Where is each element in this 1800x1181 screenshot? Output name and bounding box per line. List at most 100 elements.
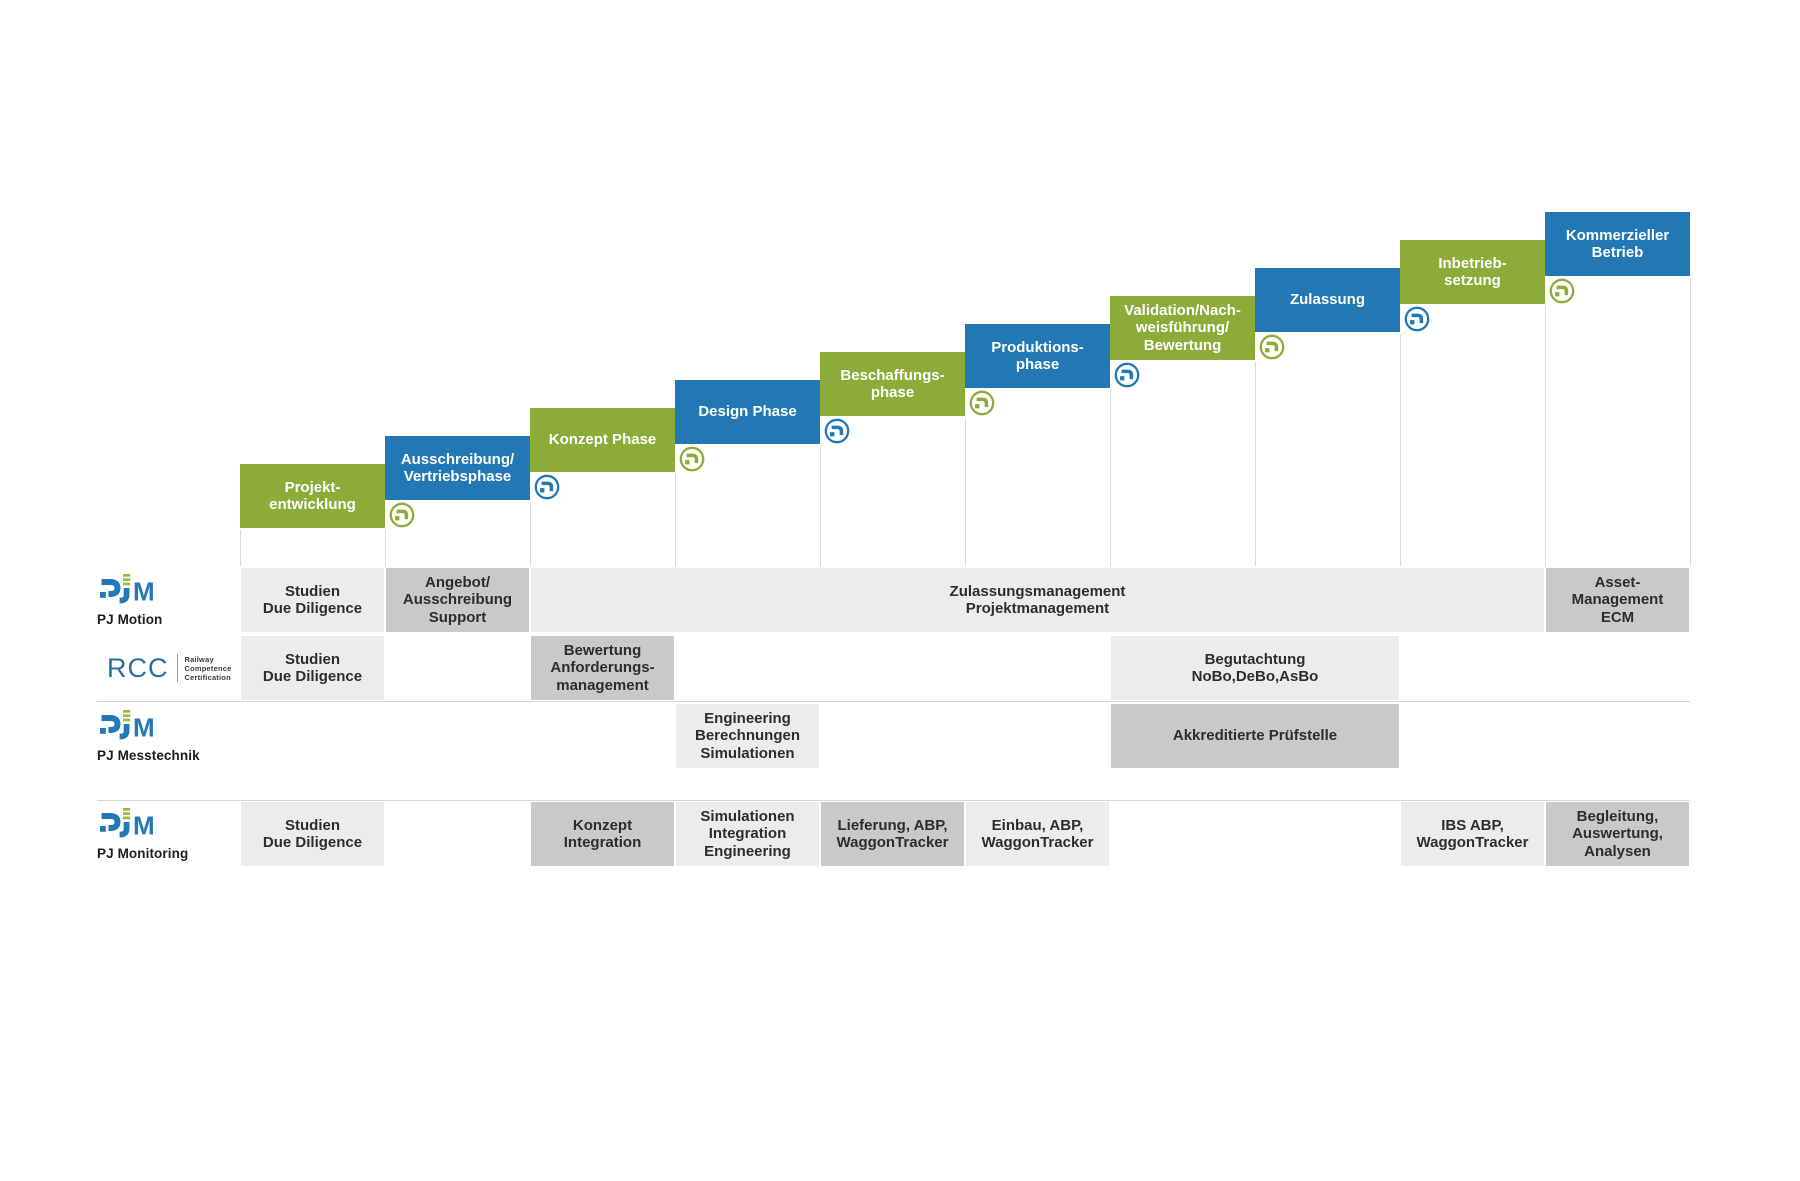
column-guide-line [965, 418, 966, 566]
pjm-mark-icon [679, 446, 705, 472]
pjm-mark-icon [534, 474, 560, 500]
activity-cell-line: Einbau, ABP, [991, 816, 1084, 834]
activity-cell-line: Studien [285, 582, 340, 600]
activity-cell: Studien Due Diligence [241, 802, 384, 866]
activity-cell: Lieferung, ABP, WaggonTracker [821, 802, 964, 866]
svg-text:M: M [133, 811, 155, 840]
activity-cell: Bewertung Anforderungs-management [531, 636, 674, 700]
activity-cell-line: Integration [708, 825, 787, 843]
phase-block-9: Inbetrieb-setzung [1400, 240, 1545, 304]
activity-cell-line: Bewertung [563, 641, 642, 659]
activity-cell: Angebot/Ausschreibung Support [386, 568, 529, 632]
activity-cell-line: Integration [563, 834, 642, 851]
column-guide-line [1690, 278, 1691, 566]
phase-block-10: Kommerzieller Betrieb [1545, 212, 1690, 276]
phase-label-line: Kommerzieller [1565, 226, 1670, 244]
rcc-tagline-line: Competence [184, 663, 232, 673]
activity-cell-line: Due Diligence [262, 834, 363, 851]
rcc-tagline-line: Railway [184, 654, 214, 664]
pjm-logo: M [97, 709, 163, 746]
phase-label-line: Betrieb [1591, 244, 1644, 261]
activity-cell: Asset- Management ECM [1546, 568, 1689, 632]
activity-cell-line: Management [1571, 591, 1664, 609]
column-guide-line [1545, 306, 1546, 566]
rcc-logo: RCC Railway Competence Certification [107, 654, 232, 682]
activity-cell-line: Engineering [704, 842, 791, 860]
phase-label-line: Ausschreibung/ [400, 450, 515, 468]
phase-label-line: Konzept Phase [548, 431, 657, 449]
phase-label-line: Beschaffungs- [840, 366, 945, 384]
activity-cell-line: IBS ABP, [1441, 816, 1504, 834]
phase-label-line: Projekt- [284, 478, 341, 496]
pjm-logo-block: M PJ Motion [97, 568, 237, 632]
column-guide-line [1400, 334, 1401, 566]
rcc-logo-block: RCC Railway Competence Certification [97, 636, 237, 700]
activity-cell: Engineering Berechnungen Simulationen [676, 704, 819, 768]
rcc-tagline-line: Certification [184, 672, 231, 682]
column-guide-line [385, 530, 386, 566]
activity-cell-line: Anforderungs- [550, 659, 655, 677]
pjm-logo-block: M PJ Monitoring [97, 802, 237, 866]
phase-label-line: phase [870, 384, 915, 401]
activity-cell: Konzept Integration [531, 802, 674, 866]
activity-cell-line: Lieferung, ABP, [837, 816, 948, 834]
pjm-mark-icon [824, 418, 850, 444]
pjm-mark-icon [1259, 334, 1285, 360]
column-guide-line [1255, 362, 1256, 566]
activity-cell-line: Ausschreibung [402, 591, 513, 609]
activity-cell: Studien Due Diligence [241, 568, 384, 632]
activity-cell-line: WaggonTracker [1416, 834, 1529, 851]
rcc-tagline: Railway Competence Certification [185, 655, 232, 682]
phase-label-line: Design Phase [698, 403, 797, 421]
phase-label-line: entwicklung [269, 496, 356, 513]
svg-text:M: M [133, 577, 155, 606]
activity-cell-line: Studien [285, 650, 340, 668]
svg-text:M: M [133, 713, 155, 742]
pjm-mark-icon [1114, 362, 1140, 388]
activity-cell-line: Begutachtung [1204, 650, 1306, 668]
activity-cell: IBS ABP, WaggonTracker [1401, 802, 1544, 866]
activity-cell-line: WaggonTracker [836, 834, 949, 851]
activity-cell-line: Zulassungsmanagement [949, 582, 1126, 600]
pjm-mark-icon [1549, 278, 1575, 304]
activity-cell: Akkreditierte Prüfstelle [1111, 704, 1399, 768]
activity-cell: Studien Due Diligence [241, 636, 384, 700]
phase-block-2: Ausschreibung/Vertriebsphase [385, 436, 530, 500]
pjm-mark-icon [389, 502, 415, 528]
column-guide-line [530, 502, 531, 566]
activity-cell: Einbau, ABP, WaggonTracker [966, 802, 1109, 866]
pjm-mark-icon [1404, 306, 1430, 332]
activity-cell-line: NoBo,DeBo,AsBo [1191, 668, 1319, 685]
activity-cell-line: Projektmanagement [965, 600, 1110, 617]
phase-label-line: Produktions- [991, 338, 1084, 356]
phase-block-4: Design Phase [675, 380, 820, 444]
activity-cell-line: Simulationen [700, 807, 795, 825]
column-guide-line [1110, 390, 1111, 566]
row-separator-line [97, 701, 1690, 702]
phase-block-3: Konzept Phase [530, 408, 675, 472]
phase-label-line: Vertriebsphase [403, 468, 512, 485]
activity-cell: Begutachtung NoBo,DeBo,AsBo [1111, 636, 1399, 700]
activity-cell: Simulationen Integration Engineering [676, 802, 819, 866]
activity-cell-line: Support [428, 608, 487, 626]
row-label: PJ Motion [97, 612, 163, 627]
phase-block-6: Produktions-phase [965, 324, 1110, 388]
activity-cell-line: Due Diligence [262, 668, 363, 685]
phase-label-line: Validation/Nach- [1124, 301, 1241, 319]
phase-label-line: Bewertung [1143, 336, 1222, 354]
phase-label-line: weisführung/ [1135, 319, 1230, 337]
phase-block-8: Zulassung [1255, 268, 1400, 332]
pjm-logo: M [97, 807, 163, 844]
activity-cell: Zulassungsmanagement Projektmanagement [531, 568, 1544, 632]
activity-cell-line: Analysen [1584, 842, 1651, 860]
phase-label-line: setzung [1444, 272, 1501, 289]
activity-cell-line: Studien [285, 816, 340, 834]
rcc-divider [176, 654, 178, 682]
activity-cell-line: management [556, 676, 649, 694]
row-label: PJ Monitoring [97, 846, 189, 861]
row-separator-line [97, 800, 1690, 801]
rcc-wordmark: RCC [107, 652, 169, 683]
activity-cell-line: Angebot/ [425, 573, 490, 591]
phase-label-line: phase [1015, 356, 1060, 373]
